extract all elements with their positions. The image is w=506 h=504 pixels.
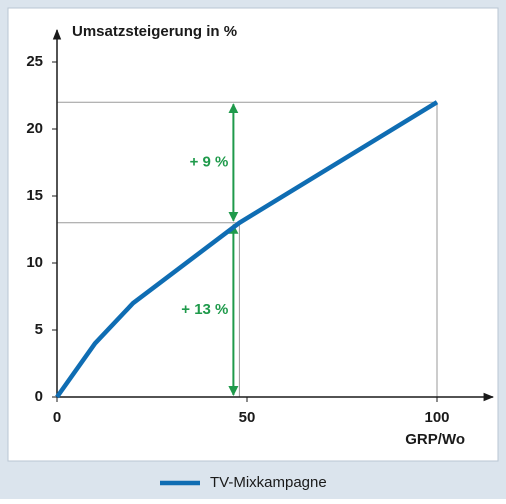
y-tick-label: 0 [35,388,43,405]
y-tick-label: 25 [26,53,43,70]
y-tick-label: 15 [26,187,43,204]
plot-panel [7,7,499,462]
x-axis-label: GRP/Wo [405,431,465,448]
x-tick-label: 0 [53,409,61,426]
annotation-label: + 9 % [190,153,229,170]
y-axis-label: Umsatzsteigerung in % [72,23,237,40]
line [55,100,439,399]
x-tick-label: 100 [424,409,449,426]
legend-label: TV-Mixkampagne [210,474,327,491]
y-tick-label: 5 [35,321,43,338]
x-tick-label: 50 [239,409,256,426]
y-tick-label: 10 [26,254,43,271]
y-tick-label: 20 [26,120,43,137]
annotation-label: + 13 % [181,301,228,318]
